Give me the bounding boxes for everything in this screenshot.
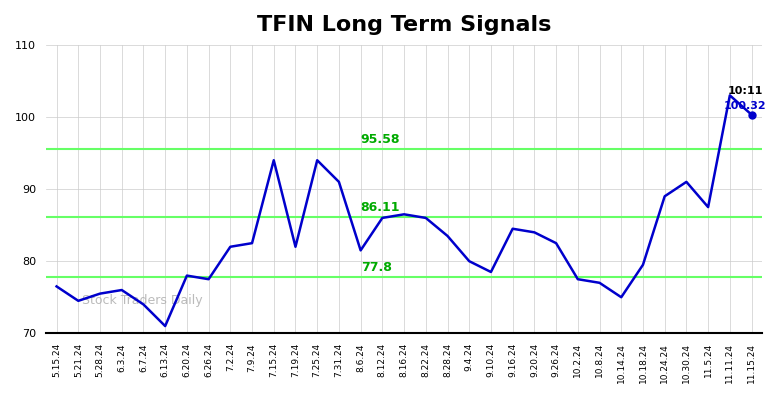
Text: Stock Traders Daily: Stock Traders Daily (82, 295, 202, 307)
Text: 10:11: 10:11 (728, 86, 763, 96)
Text: 77.8: 77.8 (361, 261, 391, 274)
Text: 86.11: 86.11 (361, 201, 400, 215)
Text: 100.32: 100.32 (724, 101, 766, 111)
Text: 95.58: 95.58 (361, 133, 400, 146)
Title: TFIN Long Term Signals: TFIN Long Term Signals (257, 15, 551, 35)
